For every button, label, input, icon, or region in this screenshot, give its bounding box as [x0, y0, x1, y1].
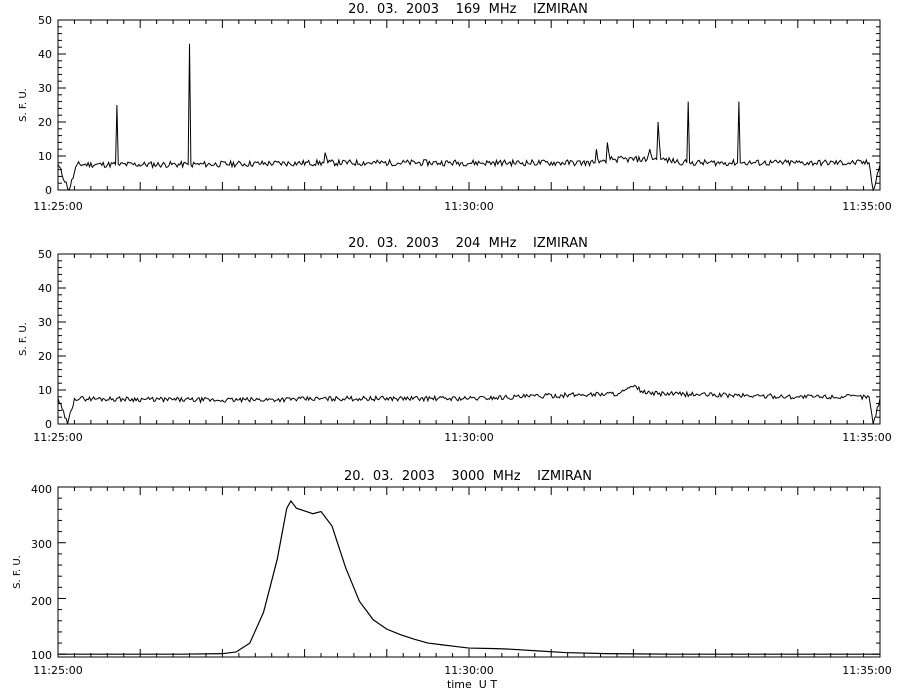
panel-1-xtick-label: 11:30:00	[444, 200, 493, 213]
panel-1-ytick-labels: 0 10 20 30 40 50	[38, 14, 52, 197]
panel-1-ylabel: S. F. U.	[18, 88, 29, 122]
panel-2-xtick-label: 11:30:00	[444, 431, 493, 444]
panel-3-ylabel: S. F. U.	[12, 555, 23, 589]
panel-1-ytick-label: 20	[38, 116, 52, 129]
panel-1-ytick-label: 0	[45, 184, 52, 197]
panel-1-ticks	[57, 19, 881, 191]
panel-3-xtick-labels: 11:25:00 11:30:00 11:35:00	[33, 664, 891, 677]
panel-1-xtick-label: 11:25:00	[33, 200, 82, 213]
panel-3-frame	[57, 486, 881, 658]
panel-3000mhz: 20. 03. 2003 3000 MHz IZMIRAN 100 200 30…	[12, 469, 892, 691]
panel-2-ytick-label: 50	[38, 248, 52, 261]
panel-3-xlabel: time U T	[447, 678, 497, 691]
panel-3-xtick-label: 11:35:00	[842, 664, 891, 677]
panel-3-xtick-label: 11:30:00	[444, 664, 493, 677]
panel-2-series-line	[57, 384, 881, 425]
panel-169mhz: 20. 03. 2003 169 MHz IZMIRAN 0 10 20 30 …	[18, 2, 892, 213]
panel-3-series-line	[58, 499, 880, 655]
panel-2-ytick-labels: 0 10 20 30 40 50	[38, 248, 52, 431]
panel-2-ytick-label: 40	[38, 282, 52, 295]
panel-3-title: 20. 03. 2003 3000 MHz IZMIRAN	[344, 469, 592, 484]
panel-2-ylabel: S. F. U.	[18, 322, 29, 356]
panel-3-ytick-label: 200	[31, 595, 52, 608]
panel-3-ytick-labels: 100 200 300 400	[31, 483, 52, 662]
panel-1-ytick-label: 10	[38, 150, 52, 163]
panel-2-xtick-label: 11:35:00	[842, 431, 891, 444]
panel-2-ytick-label: 0	[45, 418, 52, 431]
panel-1-ytick-label: 40	[38, 48, 52, 61]
panel-1-series-line	[57, 43, 881, 192]
panel-204mhz: 20. 03. 2003 204 MHz IZMIRAN 0 10 20 30 …	[18, 236, 892, 444]
panel-2-ytick-label: 20	[38, 350, 52, 363]
panel-1-xtick-label: 11:35:00	[842, 200, 891, 213]
panel-3-ytick-label: 100	[31, 649, 52, 662]
panel-3-ticks	[57, 486, 881, 657]
panel-2-ticks	[57, 253, 881, 425]
panel-3-xtick-label: 11:25:00	[33, 664, 82, 677]
panel-2-title: 20. 03. 2003 204 MHz IZMIRAN	[348, 236, 588, 251]
panel-1-title: 20. 03. 2003 169 MHz IZMIRAN	[348, 2, 588, 17]
panel-1-ytick-label: 50	[38, 14, 52, 27]
panel-2-xtick-labels: 11:25:00 11:30:00 11:35:00	[33, 431, 891, 444]
panel-1-xtick-labels: 11:25:00 11:30:00 11:35:00	[33, 200, 891, 213]
panel-2-xtick-label: 11:25:00	[33, 431, 82, 444]
panel-1-frame	[57, 19, 881, 191]
panel-3-ytick-label: 300	[31, 538, 52, 551]
panel-2-ytick-label: 30	[38, 316, 52, 329]
panel-2-ytick-label: 10	[38, 384, 52, 397]
panel-1-ytick-label: 30	[38, 82, 52, 95]
panel-3-ytick-label: 400	[31, 483, 52, 496]
